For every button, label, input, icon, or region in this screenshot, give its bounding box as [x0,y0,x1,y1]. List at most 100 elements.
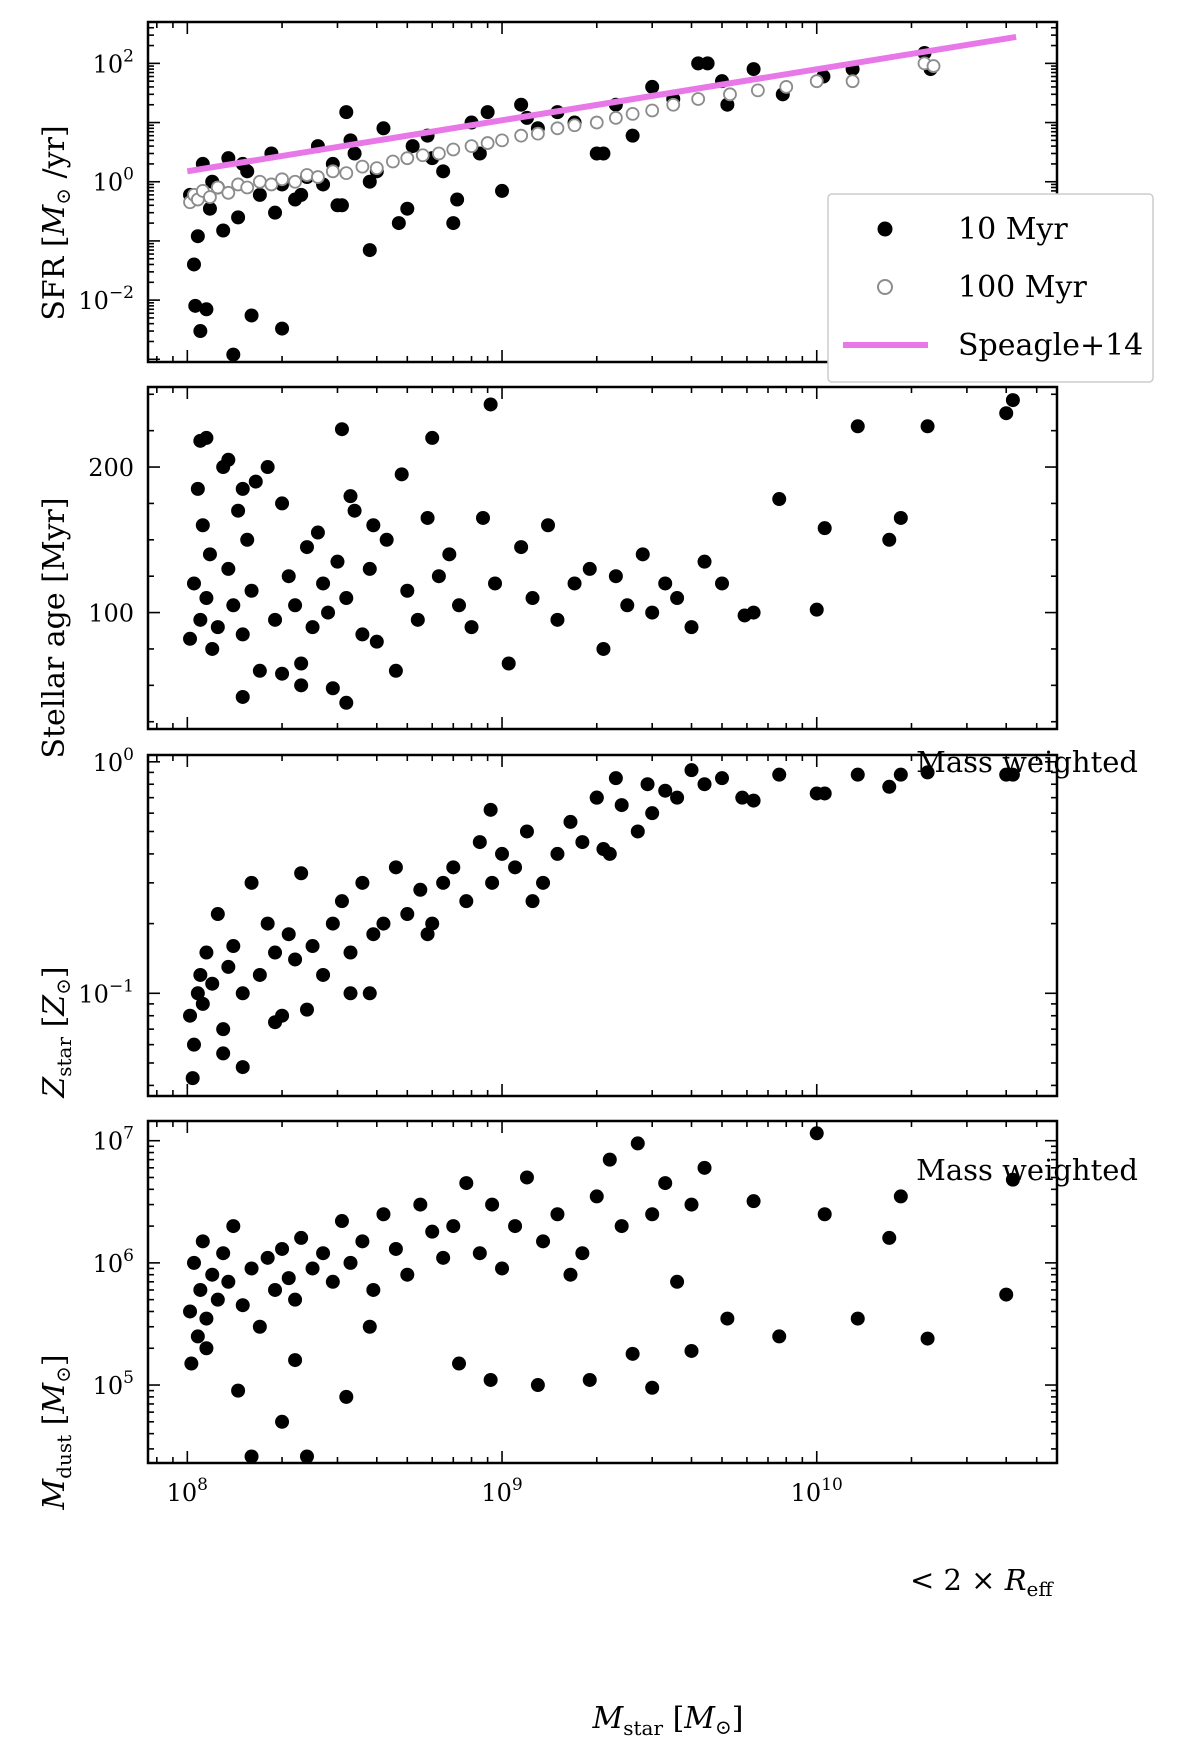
data-point [475,510,490,525]
data-point [216,1022,231,1037]
data-point [325,1274,340,1289]
y-tick-label: 200 [88,454,134,482]
data-point [334,894,349,909]
data-point [210,1292,225,1307]
data-point [495,1261,510,1276]
x-tick-label: 109 [481,1475,522,1507]
data-point [362,174,377,189]
data-point [185,1071,200,1086]
data-point [536,1234,551,1249]
data-point [221,452,236,467]
data-point [190,1329,205,1344]
data-point [231,1383,246,1398]
data-point [920,419,935,434]
data-point [431,569,446,584]
data-point [183,1304,198,1319]
data-point [893,767,908,782]
data-point [281,927,296,942]
data-point [316,1246,331,1261]
data-point [343,945,358,960]
data-point [602,1152,617,1167]
data-point [240,180,255,195]
y-tick-label: 106 [93,1246,134,1278]
data-point [244,308,259,323]
data-point [750,83,765,98]
panel-sfr-marks [183,33,1017,362]
data-point [400,583,415,598]
data-point [294,656,309,671]
data-point [334,422,349,437]
data-point [508,860,523,875]
data-point [450,192,465,207]
data-point [405,139,420,154]
legend-box [827,193,1154,383]
data-point [366,1282,381,1297]
data-point [252,187,267,202]
data-point [684,620,699,635]
data-point [772,1329,787,1344]
data-point [252,174,267,189]
data-point [339,695,354,710]
data-point [645,806,660,821]
data-point [541,518,556,533]
data-point [488,576,503,591]
data-point [369,161,384,175]
data-point [508,1219,523,1234]
panel-dust-ticks: 105 106 107 108 109 1010 [93,1121,1057,1507]
data-point [193,324,208,339]
data-point [658,783,673,798]
data-point [183,1008,198,1023]
data-point [614,798,629,813]
y-tick-label: 102 [93,46,134,78]
data-point [199,591,214,606]
data-point [193,612,208,627]
data-point [772,492,787,507]
panel-metallicity-annotation: Mass weighted [916,1153,1138,1187]
data-point [645,1380,660,1395]
data-point [625,1346,640,1361]
data-point [221,1274,236,1289]
data-point [420,927,435,942]
data-point [275,172,289,187]
data-point [183,631,198,646]
data-point [210,180,225,195]
data-point [485,875,500,890]
data-point [186,1255,201,1270]
data-point [400,1267,415,1282]
data-point [244,1261,259,1276]
data-point [275,321,290,336]
data-point [684,763,699,778]
data-point [926,59,941,73]
panel-age-frame [146,385,1059,731]
data-point [305,620,320,635]
data-point [920,765,935,780]
data-point [550,612,565,627]
data-point [221,561,236,576]
data-point [305,1261,320,1276]
legend-marker-10myr [877,221,893,237]
data-point [446,860,461,875]
data-point [691,92,706,106]
panel-dust-ylabel: Mdust [M⊙] [37,1354,76,1510]
y-tick-label: 105 [93,1368,134,1400]
data-point [563,1267,578,1282]
panel-sfr-frame [146,20,1059,364]
x-tick-label: 1010 [791,1475,843,1507]
data-point [882,532,897,547]
x-axis-title: Mstar [M⊙] [592,1701,744,1740]
data-point [495,846,510,861]
data-point [190,986,205,1001]
data-point [186,257,201,272]
data-point [464,620,479,635]
data-point [216,223,231,238]
data-point [343,1255,358,1270]
data-point [294,1230,309,1245]
panel-metallicity-ticks: 10−1 100 [78,745,1057,1096]
data-point [920,1331,935,1346]
data-point [567,576,582,591]
data-point [645,103,660,118]
y-tick-label: 10−2 [78,283,134,315]
data-point [355,875,370,890]
data-point [205,641,220,656]
data-point [400,151,415,166]
